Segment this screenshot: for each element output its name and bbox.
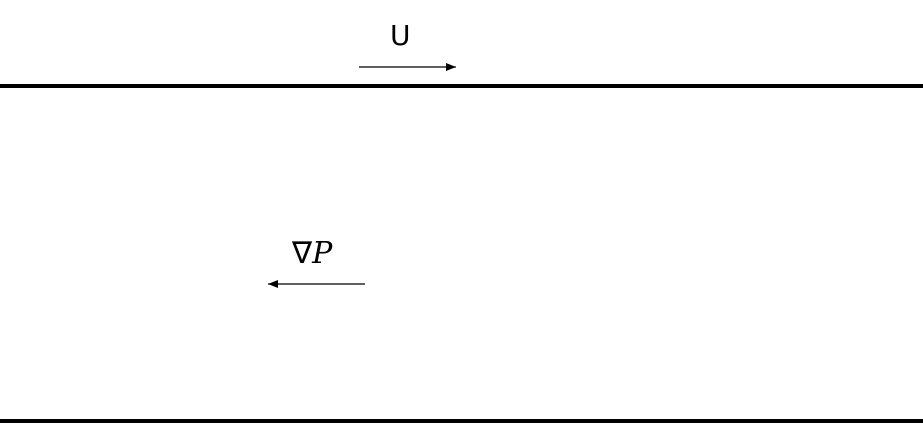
pressure-gradient-label: ∇P [292, 239, 332, 269]
velocity-label: U [390, 19, 411, 52]
pressure-symbol: P [312, 236, 333, 271]
nabla-symbol: ∇ [292, 236, 313, 271]
